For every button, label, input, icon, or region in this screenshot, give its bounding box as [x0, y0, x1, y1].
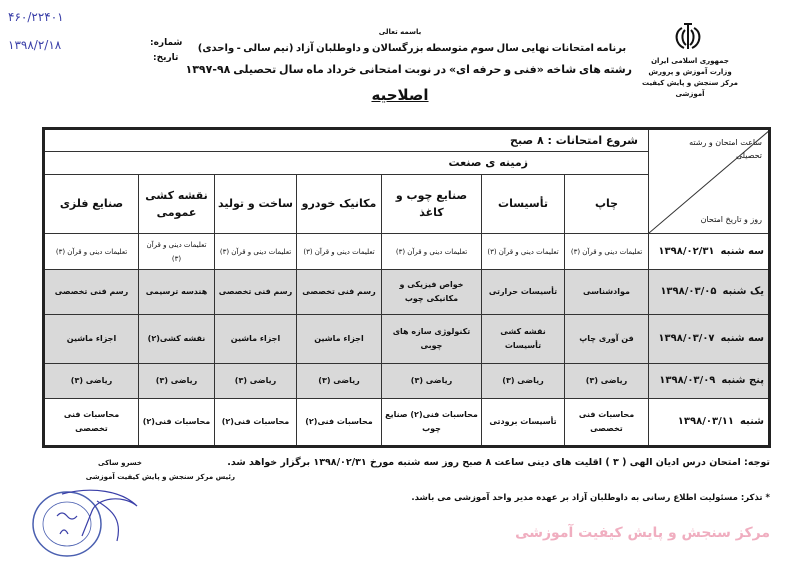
day: سه شنبه	[720, 333, 764, 344]
signer-title: رئیس مرکز سنجش و پایش کیفیت آموزشی	[85, 473, 235, 481]
watermark: مرکز سنجش و پایش کیفیت آموزشی	[515, 525, 770, 541]
column-header: مکانیک خودرو	[296, 173, 382, 235]
column-header: تأسیسات	[481, 173, 565, 235]
exam-cell: هندسه ترسیمی	[138, 269, 215, 315]
table-row: پنج شنبه ۱۳۹۸/۰۳/۰۹ ریاضی (۳) ریاضی (۳) ر…	[43, 363, 770, 399]
exam-cell: تعلیمات دینی و قرآن (۳)	[481, 233, 565, 270]
exam-cell: تکنولوژی سازه های چوبی	[381, 314, 482, 364]
exam-cell: ریاضی (۳)	[214, 363, 297, 399]
exam-cell: محاسبات فنی(۲)	[296, 398, 382, 447]
signature-scribble	[61, 489, 138, 542]
exam-cell: رسم فنی تخصصی	[296, 269, 382, 315]
date: ۱۳۹۸/۰۳/۰۵	[660, 286, 717, 297]
table-row: سه شنبه ۱۳۹۸/۰۳/۰۷ فن آوری چاپ نقشه کشی ت…	[43, 314, 770, 364]
exam-cell: رسم فنی تخصصی	[43, 269, 139, 315]
organization-block: جمهوری اسلامی ایران وزارت آموزش و پرورش …	[640, 56, 740, 100]
note-responsibility: * تذکر: مسئولیت اطلاع رسانی به داوطلبان …	[411, 493, 770, 503]
exam-cell: تأسیسات برودتی	[481, 398, 565, 447]
table-row: یک شنبه ۱۳۹۸/۰۳/۰۵ موادشناسی تأسیسات حرار…	[43, 269, 770, 315]
diagonal-divider	[649, 130, 769, 233]
zone-row: زمینه ی صنعت	[43, 151, 649, 175]
column-header: ساخت و تولید	[214, 173, 297, 235]
exam-cell: تعلیمات دینی و قرآن (۳)	[381, 233, 482, 270]
exam-cell: اجزاء ماشین	[43, 314, 139, 364]
day: سه شنبه	[720, 245, 764, 257]
exam-cell: موادشناسی	[564, 269, 649, 315]
exam-cell: ریاضی (۳)	[296, 363, 382, 399]
corner-header-cell: ساعت امتحان و رشته تحصیلی روز و تاریخ ام…	[648, 128, 770, 234]
column-header: نقشه کشی عمومی	[138, 173, 215, 235]
org-line: وزارت آموزش و پرورش	[648, 68, 732, 76]
org-line: جمهوری اسلامی ایران	[651, 57, 729, 65]
exam-schedule-table: ساعت امتحان و رشته تحصیلی روز و تاریخ ام…	[42, 127, 771, 448]
page-title-amendment: اصلاحیه	[371, 86, 429, 104]
day-date-cell: سه شنبه ۱۳۹۸/۰۳/۰۷	[648, 314, 770, 364]
date: ۱۳۹۸/۰۳/۱۱	[677, 416, 734, 427]
exam-cell: تعلیمات دینی و قرآن (۳)	[214, 233, 297, 270]
start-time-row: شروع امتحانات : ۸ صبح	[43, 127, 649, 153]
exam-cell: تعلیمات دینی و قرآن (۳)	[564, 233, 649, 270]
exam-cell: اجزاء ماشین	[214, 314, 297, 364]
exam-cell: ریاضی (۳)	[43, 363, 139, 399]
stamp-and-signature	[32, 489, 138, 557]
basmala: باسمه تعالی	[378, 28, 422, 36]
column-header-row: چاپ تأسیسات صنایع چوب و کاغذ مکانیک خودر…	[43, 173, 770, 235]
date-value: ۱۳۹۸/۲/۱۸	[8, 38, 62, 52]
date-label: تاریخ:	[153, 53, 179, 63]
date: ۱۳۹۸/۰۳/۰۷	[658, 333, 715, 344]
day: پنج شنبه	[721, 375, 764, 386]
exam-cell: نقشه کشی(۲)	[138, 314, 215, 364]
title-line-2: رشته های شاخه «فنی و حرفه ای» در نوبت ام…	[185, 63, 633, 76]
stamp-icon	[32, 491, 102, 557]
signer-name: خسرو ساکی	[98, 459, 142, 467]
exam-cell: ریاضی (۳)	[381, 363, 482, 399]
date: ۱۳۹۸/۰۲/۳۱	[658, 245, 715, 257]
number-label: شماره:	[150, 38, 183, 48]
day-date-cell: شنبه ۱۳۹۸/۰۳/۱۱	[648, 398, 770, 447]
exam-cell: محاسبات فنی(۲)	[138, 398, 215, 447]
column-header: چاپ	[564, 173, 649, 235]
exam-cell: فن آوری چاپ	[564, 314, 649, 364]
exam-cell: محاسبات فنی تخصصی	[564, 398, 649, 447]
number-value: ۴۶۰/۲۲۴۰۱	[8, 10, 64, 24]
exam-cell: ریاضی (۳)	[138, 363, 215, 399]
table-row: شنبه ۱۳۹۸/۰۳/۱۱ محاسبات فنی تخصصی تأسیسات…	[43, 398, 770, 447]
day: یک شنبه	[722, 286, 764, 297]
corner-top-label: ساعت امتحان و رشته تحصیلی	[689, 138, 762, 160]
exam-cell: تأسیسات حرارتی	[481, 269, 565, 315]
day-date-cell: پنج شنبه ۱۳۹۸/۰۳/۰۹	[648, 363, 770, 399]
table-row: سه شنبه ۱۳۹۸/۰۲/۳۱ تعلیمات دینی و قرآن (۳…	[43, 233, 770, 270]
org-line: مرکز سنجش و پایش کیفیت آموزشی	[642, 79, 738, 98]
exam-cell: محاسبات فنی تخصصی	[43, 398, 139, 447]
exam-cell: ریاضی (۳)	[481, 363, 565, 399]
exam-cell: خواص فیزیکی و مکانیکی چوب	[381, 269, 482, 315]
exam-cell: محاسبات فنی(۲) صنایع چوب	[381, 398, 482, 447]
exam-cell: تعلیمات دینی و قرآن (۳)	[43, 233, 139, 270]
column-header: صنایع چوب و کاغذ	[381, 173, 482, 235]
note-religion-exam: توجه: امتحان درس ادیان الهی ( ۳ ) اقلیت …	[227, 457, 770, 468]
exam-cell: محاسبات فنی(۲)	[214, 398, 297, 447]
column-header: صنایع فلزی	[43, 173, 139, 235]
iran-emblem-icon	[675, 23, 701, 49]
date: ۱۳۹۸/۰۳/۰۹	[659, 375, 716, 386]
exam-cell: ریاضی (۳)	[564, 363, 649, 399]
exam-cell: تعلیمات دینی و قرآن (۳)	[296, 233, 382, 270]
exam-cell: رسم فنی تخصصی	[214, 269, 297, 315]
exam-cell: اجزاء ماشین	[296, 314, 382, 364]
day: شنبه	[739, 416, 764, 427]
title-line-1: برنامه امتحانات نهایی سال سوم متوسطه بزر…	[197, 43, 627, 54]
corner-bottom-label: روز و تاریخ امتحان	[700, 215, 762, 224]
exam-cell: نقشه کشی تأسیسات	[481, 314, 565, 364]
exam-cell: تعلیمات دینی و قرآن (۳)	[138, 233, 215, 270]
day-date-cell: سه شنبه ۱۳۹۸/۰۲/۳۱	[648, 233, 770, 270]
day-date-cell: یک شنبه ۱۳۹۸/۰۳/۰۵	[648, 269, 770, 315]
